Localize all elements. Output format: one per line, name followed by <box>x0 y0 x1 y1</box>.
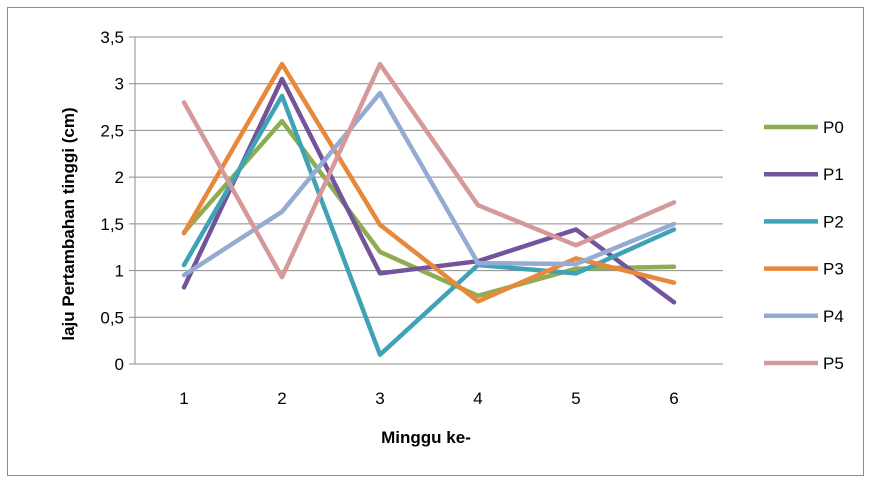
legend-item-p5: P5 <box>764 354 844 373</box>
y-tick-label: 2 <box>115 168 124 187</box>
tick-labels: 0 0,5 1 1,5 2 2,5 3 3,5 1 2 3 4 5 6 <box>100 28 678 408</box>
axes <box>129 36 723 365</box>
legend-item-p2: P2 <box>764 212 844 231</box>
legend-item-p0: P0 <box>764 118 844 137</box>
x-tick-label: 6 <box>669 389 678 408</box>
legend-item-p3: P3 <box>764 260 844 279</box>
series-line-p4 <box>181 90 677 278</box>
x-tick-label: 4 <box>473 389 482 408</box>
legend-label: P5 <box>823 354 844 373</box>
legend-label: P4 <box>823 307 844 326</box>
series-line-p1 <box>181 76 677 305</box>
y-tick-label: 1,5 <box>100 215 124 234</box>
legend-label: P0 <box>823 118 844 137</box>
series-line-p2 <box>181 93 677 357</box>
y-tick-label: 0,5 <box>100 308 124 327</box>
legend-item-p4: P4 <box>764 307 844 326</box>
series-line-p3 <box>181 61 677 304</box>
x-tick-label: 3 <box>375 389 384 408</box>
y-tick-label: 2,5 <box>100 121 124 140</box>
legend-label: P3 <box>823 260 844 279</box>
legend: P0 P1 P2 P3 P4 P5 <box>764 118 844 373</box>
series-line-p0 <box>181 118 677 299</box>
x-tick-label: 1 <box>179 389 188 408</box>
x-tick-label: 2 <box>277 389 286 408</box>
y-tick-label: 3,5 <box>100 28 124 47</box>
series-line-p5 <box>181 61 677 280</box>
y-tick-label: 1 <box>115 262 124 281</box>
y-tick-label: 3 <box>115 75 124 94</box>
x-tick-label: 5 <box>571 389 580 408</box>
legend-item-p1: P1 <box>764 165 844 184</box>
x-axis-title: Minggu ke- <box>381 428 471 447</box>
legend-label: P1 <box>823 165 844 184</box>
legend-label: P2 <box>823 212 844 231</box>
chart-frame <box>7 7 864 476</box>
y-tick-label: 0 <box>115 355 124 374</box>
series-lines <box>181 61 677 357</box>
y-axis-title: laju Pertambahan tinggi (cm) <box>59 107 78 340</box>
